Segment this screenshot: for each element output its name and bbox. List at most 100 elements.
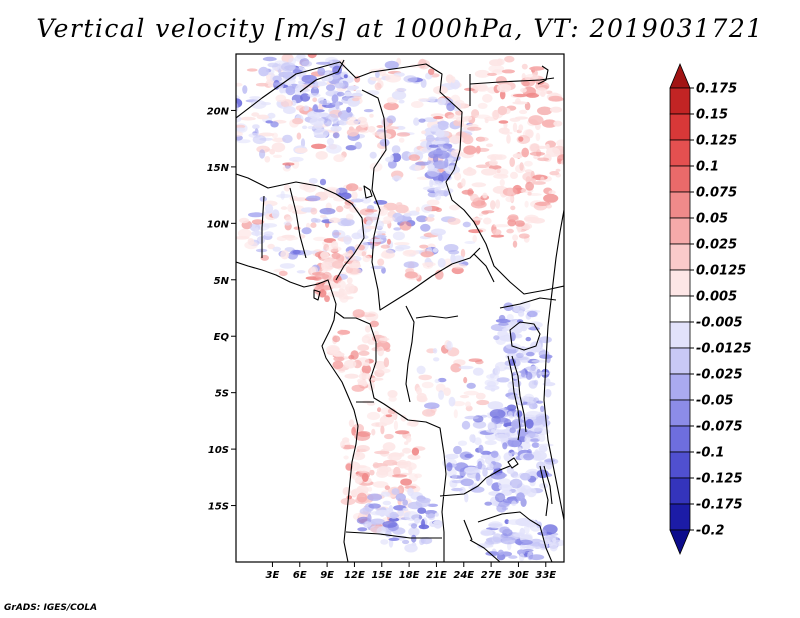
velocity-patch (549, 171, 560, 176)
velocity-patch (422, 409, 436, 417)
velocity-patch (388, 396, 397, 402)
velocity-patch (503, 452, 513, 462)
velocity-patch (470, 200, 487, 209)
velocity-patch (524, 74, 539, 81)
velocity-patch (487, 401, 504, 410)
velocity-patch (361, 196, 372, 204)
velocity-patch (346, 106, 352, 113)
velocity-patch (365, 212, 380, 222)
velocity-patch (489, 409, 506, 419)
velocity-patch (315, 151, 328, 160)
velocity-patch (260, 102, 272, 106)
colorbar: 0.175 0.15 0.125 0.1 0.075 0.05 0.025 0.0125 0.0… (669, 62, 752, 556)
colorbar-bin (669, 503, 691, 531)
velocity-patch (460, 248, 466, 258)
velocity-patch (256, 236, 266, 244)
velocity-patch (411, 447, 420, 456)
velocity-patch (415, 206, 420, 213)
velocity-patch (380, 244, 390, 249)
velocity-patch (377, 258, 385, 266)
velocity-patch (366, 411, 381, 421)
velocity-patch (331, 260, 344, 269)
velocity-patch (512, 122, 518, 133)
velocity-patch (468, 358, 483, 363)
velocity-patch (482, 467, 488, 477)
velocity-patch (396, 202, 403, 206)
velocity-patch (461, 189, 474, 195)
velocity-patch (403, 261, 419, 269)
velocity-patch (506, 134, 511, 144)
velocity-patch (346, 277, 353, 284)
velocity-patch (521, 395, 530, 402)
velocity-patch (391, 90, 407, 101)
velocity-patch (513, 305, 520, 313)
velocity-patch (296, 54, 306, 59)
velocity-patch (279, 86, 284, 94)
velocity-patch (369, 162, 383, 172)
velocity-patch (556, 139, 564, 147)
velocity-patch (344, 359, 357, 369)
velocity-patch (434, 378, 440, 384)
velocity-patch (539, 541, 553, 545)
velocity-patch (457, 440, 468, 446)
velocity-patch (478, 444, 484, 454)
velocity-patch (246, 68, 258, 72)
velocity-patch (326, 138, 334, 146)
velocity-patch (364, 325, 371, 333)
velocity-patch (391, 145, 401, 154)
velocity-patch (331, 252, 341, 259)
velocity-patch (449, 204, 460, 211)
velocity-patch (521, 63, 528, 70)
velocity-patch (443, 387, 451, 397)
velocity-patch (470, 193, 479, 202)
velocity-patch (262, 200, 278, 207)
velocity-patch (276, 236, 287, 242)
velocity-patch (423, 117, 438, 123)
colorbar-label: 0.15 (696, 108, 728, 123)
velocity-patch (309, 266, 319, 274)
velocity-patch (289, 205, 304, 211)
velocity-patch (288, 57, 296, 65)
colorbar-label: -0.1 (696, 446, 724, 461)
velocity-patch (535, 87, 548, 96)
velocity-patch (416, 395, 428, 403)
lat-label: 5N (214, 276, 230, 287)
velocity-patch (494, 168, 509, 177)
velocity-patch (482, 192, 488, 199)
velocity-patch (437, 258, 446, 268)
velocity-patch (392, 414, 397, 420)
velocity-patch (375, 368, 391, 374)
velocity-shading (236, 54, 564, 562)
velocity-patch (367, 126, 376, 133)
velocity-patch (451, 263, 467, 269)
velocity-patch (447, 217, 461, 225)
velocity-patch (512, 240, 518, 248)
velocity-patch (466, 166, 473, 173)
velocity-patch (256, 114, 269, 120)
velocity-patch (487, 462, 494, 470)
velocity-patch (380, 425, 385, 435)
velocity-patch (343, 235, 352, 245)
velocity-patch (323, 118, 332, 127)
velocity-patch (296, 132, 302, 140)
velocity-patch (509, 415, 514, 419)
velocity-patch (553, 120, 563, 127)
velocity-patch (337, 280, 346, 290)
velocity-patch (512, 101, 528, 105)
lat-label: EQ (214, 332, 230, 343)
velocity-patch (364, 521, 372, 528)
velocity-patch (270, 121, 279, 128)
velocity-patch (462, 221, 471, 228)
velocity-patch (522, 548, 534, 553)
velocity-patch (292, 117, 304, 125)
velocity-patch (318, 289, 327, 298)
velocity-patch (242, 85, 248, 94)
velocity-patch (422, 262, 434, 269)
velocity-patch (507, 214, 519, 221)
velocity-patch (421, 381, 434, 389)
velocity-patch (324, 295, 330, 303)
velocity-patch (267, 112, 276, 119)
velocity-patch (425, 216, 435, 222)
velocity-patch (361, 473, 369, 482)
velocity-patch (526, 310, 538, 318)
